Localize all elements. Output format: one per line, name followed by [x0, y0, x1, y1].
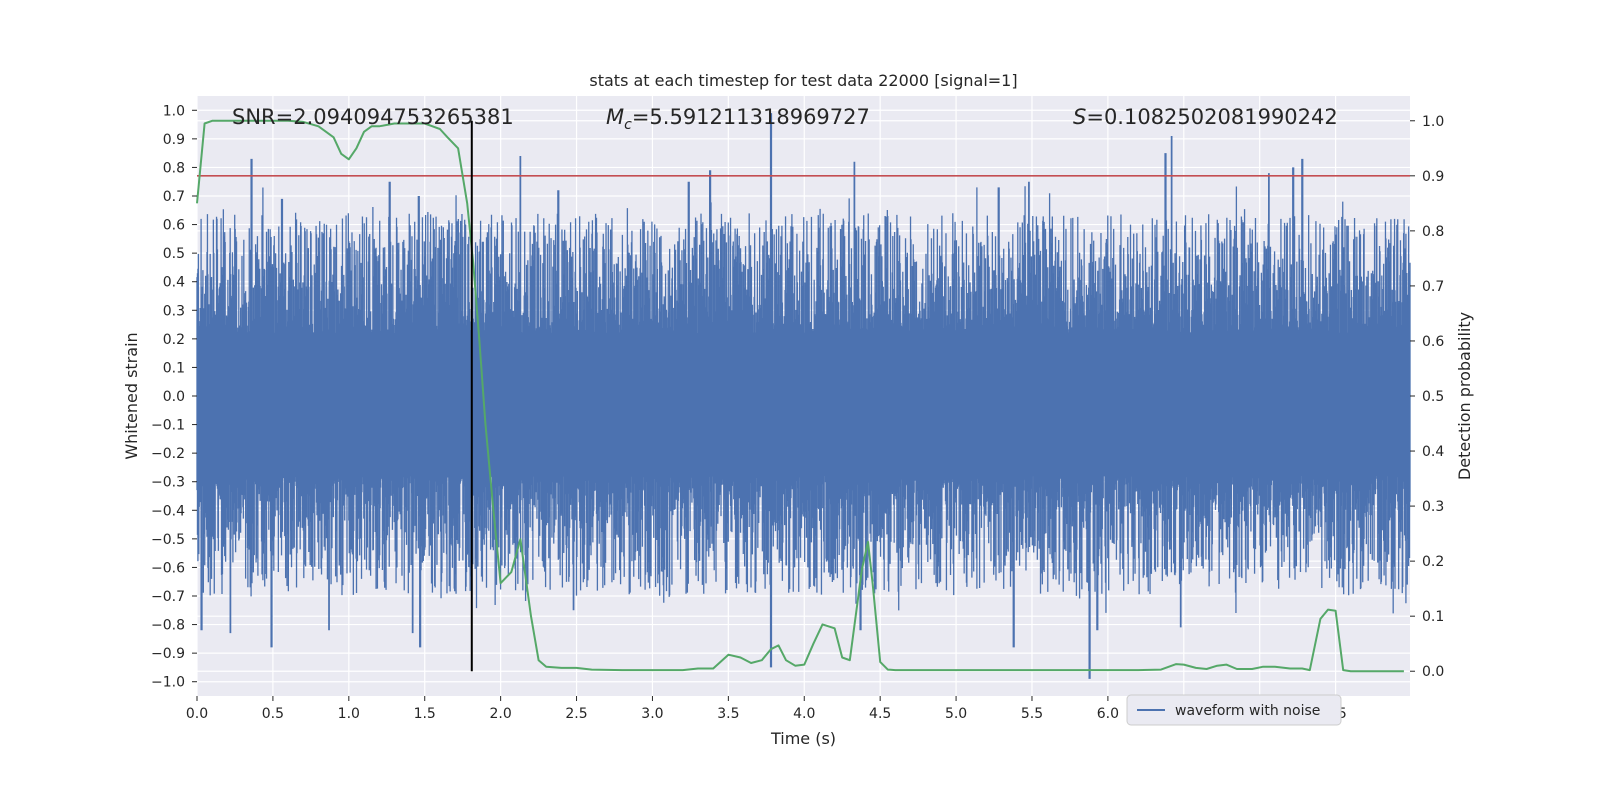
s-value: =0.1082502081990242	[1086, 105, 1337, 129]
y2-tick-label-8: 0.2	[1422, 554, 1444, 570]
y-tick-label-6: 0.4	[163, 275, 185, 291]
x-tick-label-9: 4.5	[869, 706, 891, 722]
y-tick-label-8: 0.2	[163, 332, 185, 348]
chirp-mass-annotation: Mc=5.591211318969727	[606, 105, 870, 133]
x-tick-label-10: 5.0	[945, 706, 967, 722]
chirp-mass-subscript: c	[624, 117, 632, 133]
y2-tick-label-1: 0.9	[1422, 169, 1444, 185]
y2-tick-label-7: 0.3	[1422, 499, 1444, 515]
y-tick-label-11: −0.1	[151, 418, 185, 434]
y2-tick-label-3: 0.7	[1422, 279, 1444, 295]
x-tick-label-0: 0.0	[186, 706, 208, 722]
x-axis-label: Time (s)	[770, 729, 836, 748]
y2-tick-label-9: 0.1	[1422, 609, 1444, 625]
y-tick-label-12: −0.2	[151, 446, 185, 462]
y-tick-label-19: −0.9	[151, 646, 185, 662]
y2-tick-label-0: 1.0	[1422, 114, 1444, 130]
legend-box	[1126, 694, 1342, 726]
chirp-mass-symbol: M	[606, 105, 624, 129]
s-annotation: S=0.1082502081990242	[1073, 105, 1338, 129]
y2-tick-label-5: 0.5	[1422, 389, 1444, 405]
y2-tick-label-4: 0.6	[1422, 334, 1444, 350]
y-tick-label-3: 0.7	[163, 189, 185, 205]
y2-axis-label: Detection probability	[1455, 312, 1474, 480]
x-tick-label-2: 1.0	[338, 706, 360, 722]
chart-title: stats at each timestep for test data 220…	[589, 71, 1017, 90]
legend-label-waveform: waveform with noise	[1175, 703, 1320, 719]
y-tick-label-7: 0.3	[163, 303, 185, 319]
snr-annotation: SNR=2.094094753265381	[232, 105, 514, 129]
y-tick-label-5: 0.5	[163, 246, 185, 262]
y-tick-label-15: −0.5	[151, 532, 185, 548]
x-tick-label-4: 2.0	[489, 706, 511, 722]
x-tick-label-11: 5.5	[1021, 706, 1043, 722]
y-tick-label-2: 0.8	[163, 160, 185, 176]
x-tick-label-5: 2.5	[565, 706, 587, 722]
y-tick-label-20: −1.0	[151, 675, 185, 691]
y-tick-label-13: −0.3	[151, 475, 185, 491]
x-tick-label-12: 6.0	[1097, 706, 1119, 722]
x-tick-label-6: 3.0	[641, 706, 663, 722]
y-tick-label-0: 1.0	[163, 103, 185, 119]
y2-tick-label-2: 0.8	[1422, 224, 1444, 240]
y-tick-label-16: −0.6	[151, 560, 185, 576]
y2-tick-labels: 1.0 0.9 0.8 0.7 0.6 0.5 0.4 0.3 0.2 0.1 0.0	[1410, 114, 1444, 680]
plot-area	[196, 113, 1411, 679]
y-tick-label-4: 0.6	[163, 218, 185, 234]
y2-tick-label-6: 0.4	[1422, 444, 1444, 460]
y-axis-label: Whitened strain	[122, 332, 141, 459]
x-tick-label-7: 3.5	[717, 706, 739, 722]
x-tick-label-3: 1.5	[414, 706, 436, 722]
y-tick-label-9: 0.1	[163, 360, 185, 376]
y-tick-labels: 1.0 0.9 0.8 0.7 0.6 0.5 0.4 0.3 0.2 0.1 0.0 −0.1 −0.…	[151, 103, 197, 691]
x-tick-label-1: 0.5	[262, 706, 284, 722]
y2-tick-label-10: 0.0	[1422, 664, 1444, 680]
legend: waveform with noise	[1126, 694, 1342, 726]
y-tick-label-17: −0.7	[151, 589, 185, 605]
y-tick-label-18: −0.8	[151, 618, 185, 634]
x-tick-label-8: 4.0	[793, 706, 815, 722]
y-tick-label-10: 0.0	[163, 389, 185, 405]
chirp-mass-value: =5.591211318969727	[632, 105, 870, 129]
waveform-series	[196, 113, 1411, 679]
y-tick-label-14: −0.4	[151, 503, 185, 519]
s-symbol: S	[1073, 105, 1086, 129]
y-tick-label-1: 0.9	[163, 132, 185, 148]
probability-series	[196, 119, 1404, 673]
